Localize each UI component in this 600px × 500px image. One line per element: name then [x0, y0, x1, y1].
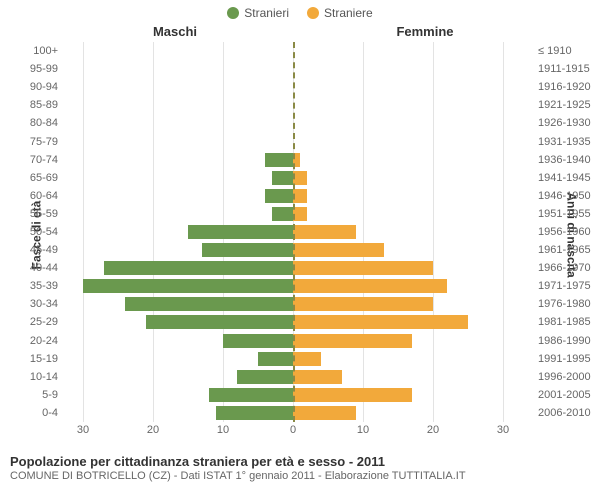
- age-label: 90-94: [22, 78, 58, 96]
- caption-sub: COMUNE DI BOTRICELLO (CZ) - Dati ISTAT 1…: [10, 470, 590, 482]
- legend-swatch-male: [227, 7, 239, 19]
- bar-female: [293, 297, 433, 311]
- birth-year-label: 1916-1920: [538, 78, 596, 96]
- birth-year-label: 1991-1995: [538, 350, 596, 368]
- age-label: 40-44: [22, 259, 58, 277]
- age-label: 75-79: [22, 133, 58, 151]
- bar-male: [83, 279, 293, 293]
- age-label: 20-24: [22, 332, 58, 350]
- bar-female: [293, 334, 412, 348]
- bar-female: [293, 315, 468, 329]
- column-titles: Maschi Femmine: [0, 24, 600, 39]
- bar-male: [125, 297, 293, 311]
- bar-male: [216, 406, 293, 420]
- birth-year-label: 1926-1930: [538, 114, 596, 132]
- birth-year-label: 1976-1980: [538, 295, 596, 313]
- birth-year-label: 2001-2005: [538, 386, 596, 404]
- caption-main: Popolazione per cittadinanza straniera p…: [10, 454, 590, 469]
- x-tick-label: 30: [497, 424, 509, 436]
- bar-male: [202, 243, 293, 257]
- age-label: 60-64: [22, 187, 58, 205]
- legend-item-male: Stranieri: [227, 6, 289, 20]
- bar-male: [265, 153, 293, 167]
- age-label: 5-9: [22, 386, 58, 404]
- age-label: 45-49: [22, 241, 58, 259]
- bar-male: [272, 171, 293, 185]
- birth-year-label: 1941-1945: [538, 169, 596, 187]
- age-label: 55-59: [22, 205, 58, 223]
- chart-area: Maschi Femmine Fasce di età Anni di nasc…: [0, 20, 600, 450]
- birth-year-label: 2006-2010: [538, 404, 596, 422]
- legend-item-female: Straniere: [307, 6, 373, 20]
- legend-label-female: Straniere: [324, 6, 373, 20]
- x-tick-label: 0: [290, 424, 296, 436]
- column-title-male: Maschi: [0, 24, 300, 39]
- bar-male: [146, 315, 293, 329]
- birth-year-label: 1996-2000: [538, 368, 596, 386]
- center-line: [293, 42, 295, 422]
- age-label: 30-34: [22, 295, 58, 313]
- age-label: 10-14: [22, 368, 58, 386]
- bar-female: [293, 207, 307, 221]
- age-label: 80-84: [22, 114, 58, 132]
- column-title-female: Femmine: [300, 24, 600, 39]
- bar-male: [223, 334, 293, 348]
- age-label: 100+: [22, 42, 58, 60]
- bar-female: [293, 171, 307, 185]
- caption: Popolazione per cittadinanza straniera p…: [0, 450, 600, 482]
- age-label: 25-29: [22, 313, 58, 331]
- bar-female: [293, 352, 321, 366]
- x-tick-label: 30: [77, 424, 89, 436]
- birth-year-label: ≤ 1910: [538, 42, 596, 60]
- birth-year-label: 1961-1965: [538, 241, 596, 259]
- age-label: 65-69: [22, 169, 58, 187]
- birth-year-label: 1986-1990: [538, 332, 596, 350]
- birth-year-label: 1936-1940: [538, 151, 596, 169]
- age-label: 35-39: [22, 277, 58, 295]
- age-label: 0-4: [22, 404, 58, 422]
- age-label: 15-19: [22, 350, 58, 368]
- x-tick-label: 20: [147, 424, 159, 436]
- birth-year-label: 1931-1935: [538, 133, 596, 151]
- bar-male: [188, 225, 293, 239]
- bar-female: [293, 189, 307, 203]
- bar-male: [209, 388, 293, 402]
- plot: [62, 42, 524, 422]
- bar-male: [272, 207, 293, 221]
- bar-female: [293, 279, 447, 293]
- age-label: 85-89: [22, 96, 58, 114]
- bar-female: [293, 388, 412, 402]
- birth-year-label: 1966-1970: [538, 259, 596, 277]
- bar-male: [265, 189, 293, 203]
- legend: Stranieri Straniere: [0, 0, 600, 20]
- birth-year-label: 1921-1925: [538, 96, 596, 114]
- age-label: 50-54: [22, 223, 58, 241]
- bar-female: [293, 261, 433, 275]
- x-tick-label: 20: [427, 424, 439, 436]
- x-tick-label: 10: [217, 424, 229, 436]
- x-tick-label: 10: [357, 424, 369, 436]
- birth-year-label: 1911-1915: [538, 60, 596, 78]
- birth-year-label: 1981-1985: [538, 313, 596, 331]
- bar-male: [258, 352, 293, 366]
- legend-label-male: Stranieri: [244, 6, 289, 20]
- bar-female: [293, 406, 356, 420]
- birth-year-label: 1946-1950: [538, 187, 596, 205]
- birth-year-label: 1956-1960: [538, 223, 596, 241]
- birth-year-label: 1971-1975: [538, 277, 596, 295]
- legend-swatch-female: [307, 7, 319, 19]
- bar-male: [104, 261, 293, 275]
- age-label: 95-99: [22, 60, 58, 78]
- age-label: 70-74: [22, 151, 58, 169]
- bar-female: [293, 243, 384, 257]
- bar-male: [237, 370, 293, 384]
- bar-female: [293, 225, 356, 239]
- bar-female: [293, 370, 342, 384]
- birth-year-label: 1951-1955: [538, 205, 596, 223]
